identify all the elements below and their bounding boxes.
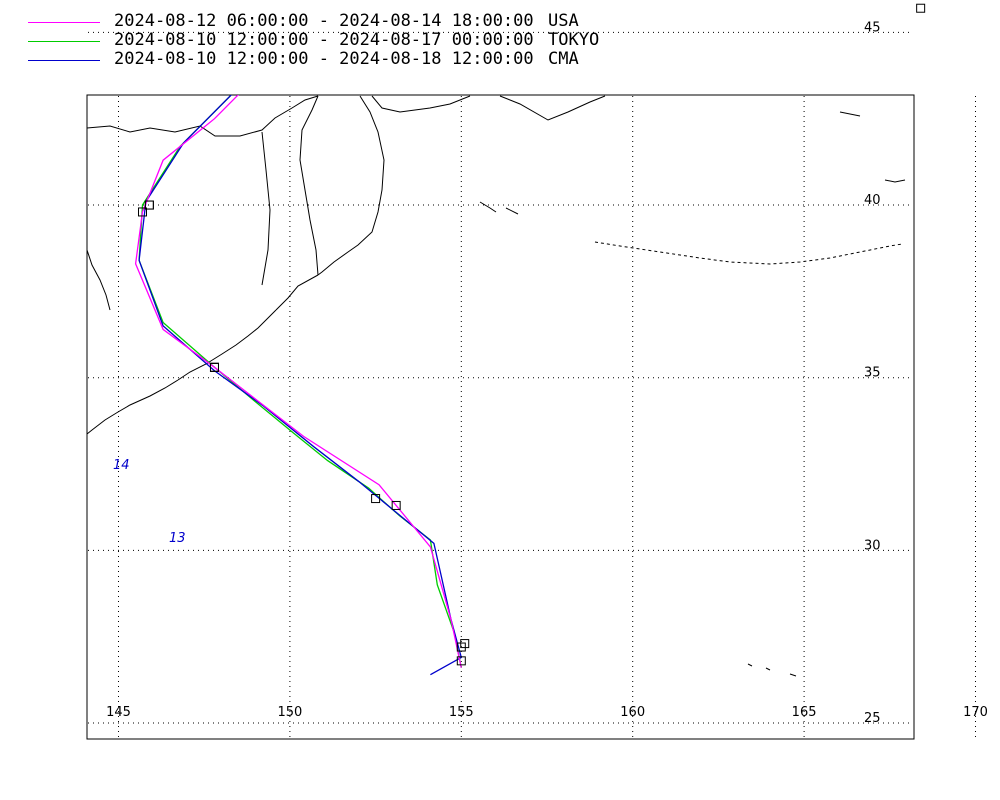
legend-swatch-usa bbox=[28, 22, 100, 23]
track-line-usa bbox=[134, 95, 462, 668]
legend-period-tokyo: 2024-08-10 12:00:00 - 2024-08-17 00:00:0… bbox=[114, 30, 534, 50]
position-marker-tokyo bbox=[456, 642, 466, 652]
legend-agency-usa: USA bbox=[548, 11, 579, 31]
position-marker-cma bbox=[209, 362, 219, 372]
lon-tick-label: 150 bbox=[277, 705, 302, 720]
longitude-tick-labels: 145150155160165170175180−175 bbox=[106, 705, 988, 720]
coastline-aleutian-chain bbox=[594, 241, 903, 265]
position-marker-tokyo bbox=[371, 494, 381, 504]
lon-tick-label: 165 bbox=[792, 705, 817, 720]
lat-tick-label: 35 bbox=[864, 366, 881, 381]
legend-period-cma: 2024-08-10 12:00:00 - 2024-08-18 12:00:0… bbox=[114, 49, 534, 69]
lat-tick-label: 30 bbox=[864, 538, 881, 553]
lon-tick-label: 170 bbox=[963, 705, 988, 720]
coastline-siberia-north bbox=[87, 95, 319, 137]
coastline-alaska-south bbox=[839, 111, 861, 117]
coastline-chukotka bbox=[499, 95, 606, 121]
legend-swatch-cma bbox=[28, 60, 100, 61]
position-marker-usa bbox=[137, 207, 147, 217]
legend-swatch-tokyo bbox=[28, 41, 100, 42]
latitude-tick-labels: 2530354045505560 bbox=[864, 20, 881, 726]
legend-agency-tokyo: TOKYO bbox=[548, 30, 600, 50]
position-marker-cma bbox=[460, 639, 470, 649]
map-gridlines bbox=[88, 31, 976, 738]
coastline-hokkaido bbox=[87, 379, 179, 435]
coastline-kuril-islands bbox=[177, 309, 277, 381]
track-line-cma bbox=[138, 95, 463, 676]
legend-agency-cma: CMA bbox=[548, 49, 579, 69]
coastline-alaska-west bbox=[884, 179, 906, 183]
lat-tick-label: 45 bbox=[864, 20, 881, 35]
lat-tick-label: 25 bbox=[864, 711, 881, 726]
coastline-okhotsk-south bbox=[275, 274, 319, 311]
coastline-hawaii-islands bbox=[747, 663, 797, 677]
coastlines bbox=[87, 95, 906, 677]
position-marker-tokyo bbox=[916, 3, 926, 13]
coastline-commander-islands bbox=[479, 201, 519, 215]
position-marker-usa bbox=[456, 656, 466, 666]
coastline-bering-west bbox=[371, 95, 471, 113]
position-marker-cma bbox=[144, 200, 154, 210]
lon-tick-label: 160 bbox=[620, 705, 645, 720]
position-markers bbox=[137, 3, 926, 666]
lon-tick-label: 155 bbox=[449, 705, 474, 720]
position-marker-cma bbox=[391, 500, 401, 510]
coastline-kamchatka-east bbox=[317, 95, 385, 276]
legend: 2024-08-12 06:00:00 - 2024-08-14 18:00:0… bbox=[0, 0, 1000, 90]
coastline-mainland-east bbox=[87, 249, 111, 311]
day-label-14: 14 bbox=[113, 458, 130, 473]
legend-period-usa: 2024-08-12 06:00:00 - 2024-08-14 18:00:0… bbox=[114, 11, 534, 31]
lat-tick-label: 40 bbox=[864, 193, 881, 208]
coastline-sakhalin bbox=[261, 131, 271, 286]
map-frame bbox=[86, 94, 915, 740]
day-label-13: 13 bbox=[169, 531, 186, 546]
lon-tick-label: 145 bbox=[106, 705, 131, 720]
track-lines bbox=[134, 95, 463, 676]
coastline-kamchatka-west bbox=[299, 95, 319, 276]
